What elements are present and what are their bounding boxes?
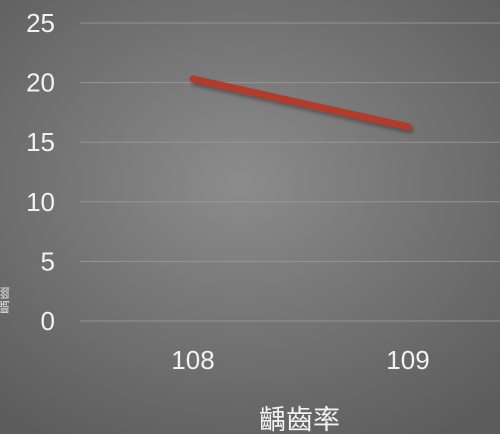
y-axis-label: 齲齒 [0,286,12,314]
y-axis-ticks: 0 5 10 15 20 25 [26,8,55,336]
y-tick-label: 5 [41,246,55,276]
y-tick-label: 25 [26,8,55,38]
data-point [404,123,412,131]
series-line-0 [189,75,412,131]
y-axis-title: 齲齒 [0,286,12,314]
gridlines [80,22,500,322]
legend: 齲齒率 [199,405,340,434]
y-tick-label: 10 [26,187,55,217]
series-lines [189,75,412,131]
x-axis-ticks: 108 109 [171,345,429,375]
x-tick-label: 108 [171,345,214,375]
y-tick-label: 15 [26,127,55,157]
y-tick-label: 20 [26,68,55,98]
x-tick-label: 109 [386,345,429,375]
y-tick-label: 0 [41,306,55,336]
legend-label: 齲齒率 [259,405,340,434]
data-point [189,75,197,83]
